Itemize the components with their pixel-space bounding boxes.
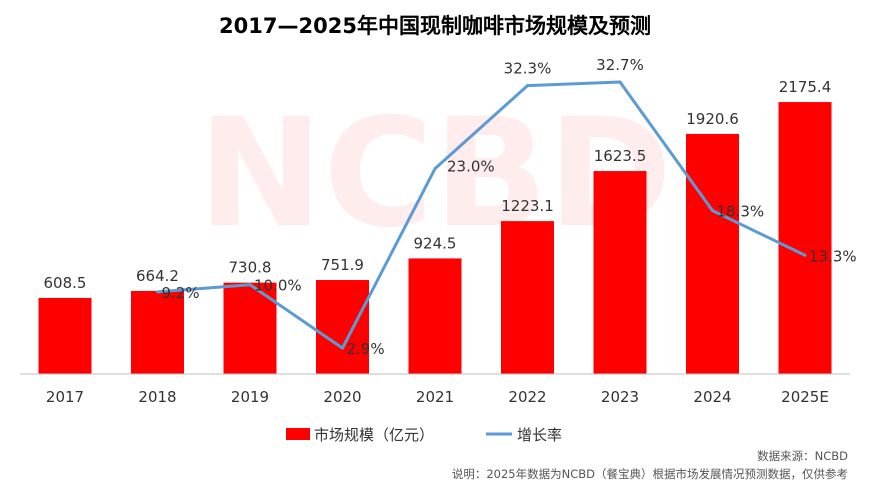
line-point-2019 bbox=[248, 283, 252, 287]
x-tick-2025E: 2025E bbox=[781, 388, 829, 406]
x-tick-2018: 2018 bbox=[138, 388, 176, 406]
bar-label-2024: 1920.6 bbox=[686, 110, 739, 128]
line-label-2019: 10.0% bbox=[254, 277, 302, 295]
legend-label-bar: 市场规模（亿元） bbox=[314, 426, 434, 444]
bar-label-2019: 730.8 bbox=[229, 259, 272, 277]
x-tick-2021: 2021 bbox=[416, 388, 454, 406]
bar-label-2021: 924.5 bbox=[414, 234, 457, 252]
bar-2018 bbox=[131, 290, 184, 374]
legend-swatch-bar bbox=[286, 428, 310, 440]
watermark: NCBD bbox=[198, 87, 672, 261]
note-text: 说明：2025年数据为NCBD（餐宝典）根据市场发展情况预测数据，仅供参考 bbox=[452, 467, 848, 481]
bar-label-2023: 1623.5 bbox=[594, 147, 647, 165]
bar-2020 bbox=[316, 280, 369, 374]
bar-label-2018: 664.2 bbox=[136, 267, 179, 285]
x-tick-2023: 2023 bbox=[601, 388, 639, 406]
line-point-2024 bbox=[711, 209, 714, 213]
line-label-2022: 32.3% bbox=[504, 60, 552, 78]
x-tick-2022: 2022 bbox=[508, 388, 546, 406]
x-tick-2019: 2019 bbox=[231, 388, 269, 406]
growth-rate-line bbox=[157, 80, 806, 350]
bar-label-2022: 1223.1 bbox=[501, 197, 554, 215]
legend-label-line: 增长率 bbox=[517, 426, 562, 444]
bar-2022 bbox=[501, 221, 554, 374]
line-label-2020: 2.9% bbox=[347, 340, 385, 358]
line-point-2025E bbox=[803, 253, 807, 257]
legend: 市场规模（亿元） 增长率 bbox=[286, 426, 562, 444]
svg-text:NCBD: NCBD bbox=[198, 87, 672, 261]
bar-label-2017: 608.5 bbox=[44, 274, 87, 292]
bar-2023 bbox=[593, 171, 647, 374]
line-label-2023: 32.7% bbox=[596, 56, 644, 74]
line-label-2024: 18.3% bbox=[717, 203, 765, 221]
line-label-2025E: 13.3% bbox=[809, 247, 857, 265]
line-point-2023 bbox=[618, 80, 622, 84]
bar-label-2020: 751.9 bbox=[321, 256, 364, 274]
line-label-2018: 9.2% bbox=[162, 284, 200, 302]
bar-2021 bbox=[408, 258, 462, 374]
bar-2017 bbox=[38, 297, 92, 374]
bar-label-2025E: 2175.4 bbox=[779, 78, 832, 96]
line-label-2021: 23.0% bbox=[447, 158, 495, 176]
line-point-2020 bbox=[341, 346, 344, 350]
x-tick-2017: 2017 bbox=[46, 388, 84, 406]
line-point-2021 bbox=[433, 167, 437, 171]
x-tick-2024: 2024 bbox=[693, 388, 731, 406]
source-text: 数据来源：NCBD bbox=[757, 449, 848, 463]
line-point-2022 bbox=[526, 84, 529, 88]
line-point-2018 bbox=[156, 290, 159, 294]
bar-2025E bbox=[778, 102, 832, 374]
x-tick-2020: 2020 bbox=[323, 388, 361, 406]
bar-2024 bbox=[686, 133, 739, 374]
chart-title: 2017—2025年中国现制咖啡市场规模及预测 bbox=[219, 14, 651, 38]
